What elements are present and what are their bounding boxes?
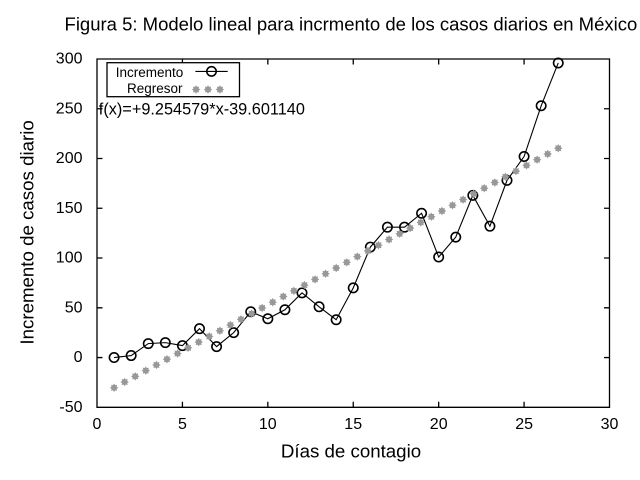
svg-text:10: 10 <box>259 416 277 433</box>
svg-text:20: 20 <box>430 416 448 433</box>
svg-text:Días de contagio: Días de contagio <box>281 441 421 462</box>
svg-text:Figura 5: Modelo lineal para i: Figura 5: Modelo lineal para incrmento d… <box>65 14 638 35</box>
svg-text:30: 30 <box>601 416 619 433</box>
svg-text:-50: -50 <box>59 399 82 416</box>
svg-text:200: 200 <box>56 150 83 167</box>
svg-text:0: 0 <box>93 416 102 433</box>
svg-text:Incremento de casos diario: Incremento de casos diario <box>17 120 38 344</box>
svg-text:300: 300 <box>56 51 83 68</box>
svg-text:150: 150 <box>56 200 83 217</box>
svg-text:100: 100 <box>56 250 83 267</box>
svg-text:25: 25 <box>515 416 533 433</box>
svg-text:250: 250 <box>56 100 83 117</box>
svg-text:Regresor: Regresor <box>127 81 183 96</box>
svg-text:0: 0 <box>74 349 83 366</box>
svg-text:15: 15 <box>344 416 362 433</box>
svg-text:5: 5 <box>178 416 187 433</box>
svg-text:50: 50 <box>65 299 83 316</box>
svg-text:Incremento: Incremento <box>116 65 184 80</box>
svg-text:f(x)=+9.254579*x-39.601140: f(x)=+9.254579*x-39.601140 <box>99 101 305 119</box>
